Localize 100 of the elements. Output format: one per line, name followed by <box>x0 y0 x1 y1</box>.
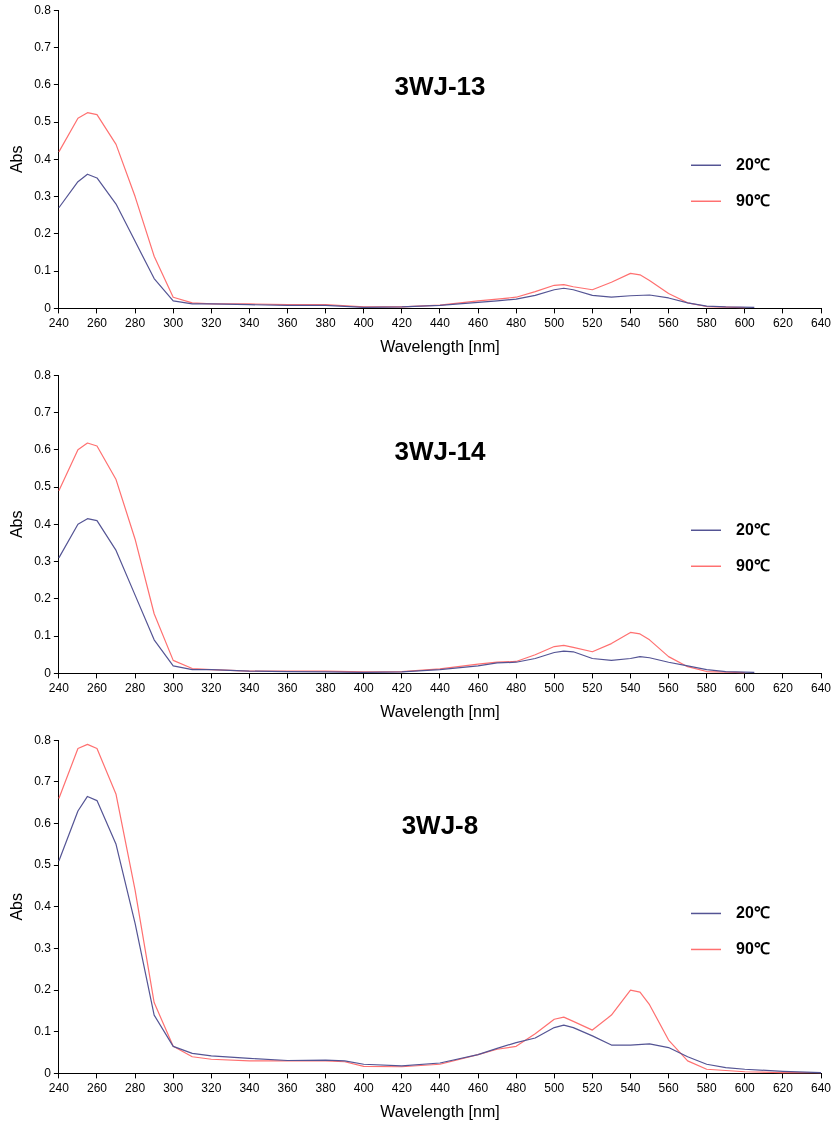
legend-label: 20℃ <box>736 903 770 921</box>
y-tick-label: 0 <box>44 1065 52 1080</box>
x-tick-label: 520 <box>582 315 603 330</box>
x-tick-label: 320 <box>201 680 222 695</box>
x-tick-label: 460 <box>468 1080 489 1095</box>
x-tick-label: 560 <box>658 315 679 330</box>
x-tick-label: 640 <box>810 1080 832 1095</box>
x-tick-label: 460 <box>468 680 489 695</box>
x-tick-label: 280 <box>125 1080 146 1095</box>
x-tick-label: 480 <box>506 680 527 695</box>
text: 3WJ-13 <box>394 70 486 101</box>
y-tick-label: 0.3 <box>34 188 52 203</box>
y-tick-label: 0.5 <box>34 114 52 129</box>
x-tick-label: 460 <box>468 315 489 330</box>
x-tick-label: 620 <box>772 1080 794 1095</box>
y-tick-label: 0.8 <box>34 367 52 382</box>
y-axis-title: Abs <box>8 145 26 174</box>
text: 3WJ-8 <box>401 810 479 840</box>
y-axis-title: Abs <box>8 893 26 921</box>
y-tick-label: 0.4 <box>34 899 52 914</box>
y-tick-label: 0.8 <box>34 2 52 17</box>
y-tick-label: 0.1 <box>34 263 52 278</box>
x-tick-label: 320 <box>201 1080 222 1095</box>
y-tick-label: 0.1 <box>34 1024 52 1039</box>
y-tick-label: 0.6 <box>34 442 52 457</box>
x-tick-label: 400 <box>353 315 375 330</box>
y-tick-label: 0.5 <box>34 479 52 494</box>
x-tick-label: 620 <box>772 315 794 330</box>
x-tick-label: 240 <box>48 315 70 330</box>
x-tick-label: 500 <box>544 680 565 695</box>
x-tick-label: 340 <box>239 1080 260 1095</box>
y-tick-label: 0.7 <box>34 774 52 789</box>
legend-label: 20℃ <box>736 155 770 173</box>
x-tick-label: 560 <box>658 680 679 695</box>
x-tick-label: 240 <box>48 680 70 695</box>
x-tick-label: 320 <box>201 315 222 330</box>
y-tick-label: 0 <box>44 300 52 315</box>
x-tick-label: 360 <box>277 315 298 330</box>
x-tick-label: 420 <box>391 680 413 695</box>
x-tick-label: 540 <box>620 1080 641 1095</box>
y-tick-label: 0.2 <box>34 226 52 241</box>
x-tick-label: 520 <box>582 680 603 695</box>
x-tick-label: 280 <box>125 680 146 695</box>
x-tick-label: 340 <box>239 680 260 695</box>
y-tick-label: 0.2 <box>34 982 52 997</box>
text: 3WJ-14 <box>394 435 486 466</box>
x-tick-label: 520 <box>582 1080 603 1095</box>
y-tick-label: 0.2 <box>34 591 52 606</box>
x-tick-label: 500 <box>544 315 565 330</box>
x-tick-label: 480 <box>506 315 527 330</box>
x-tick-label: 420 <box>391 315 413 330</box>
x-tick-label: 360 <box>277 680 298 695</box>
y-tick-label: 0.7 <box>34 404 52 419</box>
y-tick-label: 0 <box>44 665 52 680</box>
x-tick-label: 640 <box>810 315 832 330</box>
x-tick-label: 600 <box>734 1080 756 1095</box>
y-tick-label: 0.1 <box>34 628 52 643</box>
y-tick-label: 0.4 <box>34 516 52 531</box>
y-tick-label: 0.8 <box>34 732 52 747</box>
x-tick-label: 300 <box>163 1080 184 1095</box>
x-tick-label: 500 <box>544 1080 565 1095</box>
y-axis-title: Abs <box>8 510 26 539</box>
x-tick-label: 300 <box>163 680 184 695</box>
x-tick-label: 440 <box>429 680 451 695</box>
x-tick-label: 240 <box>48 1080 70 1095</box>
x-tick-label: 560 <box>658 1080 679 1095</box>
x-tick-label: 400 <box>353 1080 375 1095</box>
y-tick-label: 0.3 <box>34 940 52 955</box>
x-tick-label: 380 <box>315 315 336 330</box>
x-tick-label: 280 <box>125 315 146 330</box>
x-tick-label: 600 <box>734 315 756 330</box>
legend-label: 90℃ <box>736 939 770 957</box>
x-tick-label: 380 <box>315 680 336 695</box>
x-tick-label: 440 <box>429 1080 451 1095</box>
x-tick-label: 540 <box>620 680 641 695</box>
x-tick-label: 580 <box>696 1080 718 1095</box>
y-tick-label: 0.4 <box>34 151 52 166</box>
x-tick-label: 580 <box>696 315 718 330</box>
x-tick-label: 260 <box>86 680 108 695</box>
x-tick-label: 420 <box>391 1080 413 1095</box>
x-tick-label: 400 <box>353 680 375 695</box>
x-tick-label: 600 <box>734 680 756 695</box>
y-tick-label: 0.6 <box>34 815 52 830</box>
x-tick-label: 340 <box>239 315 260 330</box>
x-tick-label: 300 <box>163 315 184 330</box>
legend-label: 90℃ <box>736 556 770 574</box>
x-tick-label: 480 <box>506 1080 527 1095</box>
x-tick-label: 620 <box>772 680 794 695</box>
x-axis-title: Wavelength [nm] <box>380 1102 500 1120</box>
x-axis-title: Wavelength [nm] <box>380 702 500 720</box>
x-tick-label: 540 <box>620 315 641 330</box>
legend-label: 20℃ <box>736 520 770 538</box>
x-tick-label: 440 <box>429 315 451 330</box>
y-tick-label: 0.7 <box>34 39 52 54</box>
x-axis-title: Wavelength [nm] <box>380 337 500 355</box>
x-tick-label: 260 <box>86 315 108 330</box>
y-tick-label: 0.5 <box>34 857 52 872</box>
x-tick-label: 640 <box>810 680 832 695</box>
x-tick-label: 380 <box>315 1080 336 1095</box>
x-tick-label: 580 <box>696 680 718 695</box>
